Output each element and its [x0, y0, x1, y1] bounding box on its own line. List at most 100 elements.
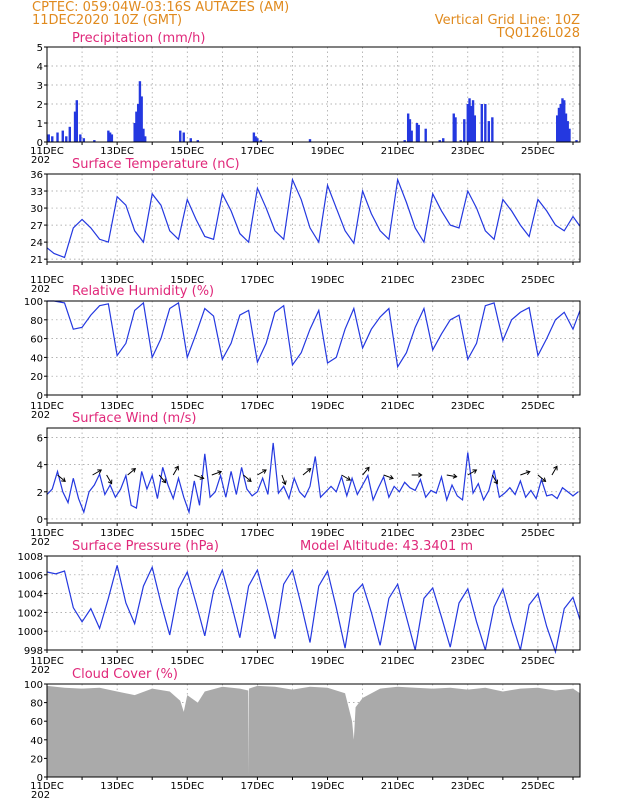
y-tick-label: 1004	[18, 590, 43, 601]
wind-arrow	[172, 466, 179, 476]
wind-arrow-head	[365, 466, 370, 472]
x-tick-label: 17DEC	[241, 401, 275, 412]
precip-bar	[408, 119, 412, 142]
y-tick-label: 40	[30, 353, 43, 364]
x-tick-label: 25DEC	[521, 656, 555, 667]
precip-bar	[410, 130, 413, 142]
wind-arrow-head	[493, 479, 499, 485]
y-tick-label: 6	[37, 434, 43, 445]
header-grid-line: Vertical Grid Line: 10Z	[435, 13, 580, 28]
header-run-time: 11DEC2020 10Z (GMT)	[32, 13, 182, 28]
precip-bar	[563, 100, 566, 142]
precip-bar	[61, 130, 64, 142]
x-tick-label: 11DEC	[30, 401, 64, 412]
x-tick-label: 21DEC	[381, 528, 415, 539]
wind-arrow	[302, 468, 311, 476]
precip-bar	[136, 104, 140, 142]
precip-bar	[438, 140, 441, 142]
precip-bar	[442, 138, 445, 142]
x-tick-label: 23DEC	[451, 146, 485, 157]
x-tick-label: 23DEC	[451, 656, 485, 667]
x-tick-label: 21DEC	[381, 656, 415, 667]
precip-bar	[561, 98, 564, 142]
x-tick-label: 15DEC	[170, 781, 204, 792]
wind-arrow	[194, 474, 204, 479]
precip-bar	[575, 140, 578, 142]
precip-bar	[406, 113, 410, 142]
precip-bar	[466, 104, 469, 142]
x-tick-label: 11DEC	[30, 275, 64, 286]
precip-bar	[51, 136, 54, 142]
wind-arrow	[57, 474, 66, 482]
x-tick-label: 21DEC	[381, 146, 415, 157]
panel-1: Precipitation (mm/h) 0 1 2 3 4 5 11DEC 13DEC 15DE…	[30, 31, 581, 166]
series-line	[46, 177, 581, 259]
x-tick-label: 17DEC	[241, 656, 275, 667]
y-tick-label: 2	[37, 488, 43, 499]
x-tick-label: 11DEC	[30, 781, 64, 792]
wind-arrow-head	[174, 465, 179, 471]
year-label: 202	[31, 665, 50, 676]
x-tick-label: 19DEC	[311, 275, 345, 286]
y-tick-label: 36	[30, 170, 43, 181]
x-tick-label: 25DEC	[521, 781, 555, 792]
x-tick-label: 19DEC	[311, 401, 345, 412]
wind-arrow-head	[161, 478, 167, 484]
precip-bar	[179, 130, 182, 142]
precip-bar	[417, 124, 420, 142]
panel-frame	[46, 300, 581, 396]
x-tick-label: 25DEC	[521, 528, 555, 539]
y-tick-label: 1	[37, 119, 43, 130]
precip-bar	[415, 123, 419, 142]
precip-bar	[254, 136, 257, 142]
x-tick-label: 11DEC	[30, 146, 64, 157]
y-tick-label: 30	[30, 204, 43, 215]
y-tick-label: 1008	[18, 552, 43, 563]
x-tick-label: 25DEC	[521, 275, 555, 286]
precip-bar	[256, 138, 259, 142]
y-tick-label: 21	[30, 255, 43, 266]
y-tick-label: 0	[37, 773, 43, 784]
precip-bar	[65, 136, 68, 142]
wind-arrow-head	[199, 474, 205, 480]
x-tick-label: 21DEC	[381, 275, 415, 286]
year-label: 202	[31, 155, 50, 166]
y-tick-label: 1002	[18, 608, 43, 619]
panel-title: Relative Humidity (%)	[72, 284, 214, 299]
panel-6: Cloud Cover (%) 0 20 40 60 80 100 11DEC 13DEC 15D…	[24, 667, 581, 800]
x-tick-label: 25DEC	[521, 401, 555, 412]
y-tick-label: 1000	[18, 627, 43, 638]
precip-bar	[142, 128, 145, 142]
precip-bar	[471, 100, 475, 142]
wind-arrow-head	[281, 480, 287, 486]
series-line	[47, 300, 581, 369]
y-tick-label: 100	[24, 680, 43, 691]
precip-bar	[108, 132, 112, 142]
x-tick-label: 13DEC	[100, 401, 134, 412]
series-line	[46, 442, 579, 515]
y-tick-label: 80	[30, 699, 43, 710]
year-label: 202	[31, 284, 50, 295]
year-label: 202	[31, 537, 50, 548]
wind-arrow-head	[107, 479, 113, 485]
y-tick-label: 1006	[18, 571, 43, 582]
y-tick-label: 2	[37, 100, 43, 111]
wind-arrow-head	[306, 467, 312, 473]
wind-arrow	[257, 469, 267, 476]
y-tick-label: 0	[37, 391, 43, 402]
precip-bar	[454, 117, 457, 142]
y-tick-label: 4	[37, 62, 43, 73]
precip-bar	[107, 130, 110, 142]
precip-bar	[259, 140, 263, 142]
y-tick-label: 60	[30, 717, 43, 728]
precip-bar	[424, 128, 427, 142]
precip-bar	[79, 134, 82, 142]
precip-bar	[135, 111, 138, 142]
wind-arrow-head	[418, 472, 423, 478]
panel-frame	[46, 427, 581, 524]
y-tick-label: 24	[30, 238, 43, 249]
y-tick-label: 100	[24, 297, 43, 308]
x-tick-label: 15DEC	[170, 401, 204, 412]
precip-bar	[138, 81, 142, 142]
precip-bar	[556, 115, 559, 142]
